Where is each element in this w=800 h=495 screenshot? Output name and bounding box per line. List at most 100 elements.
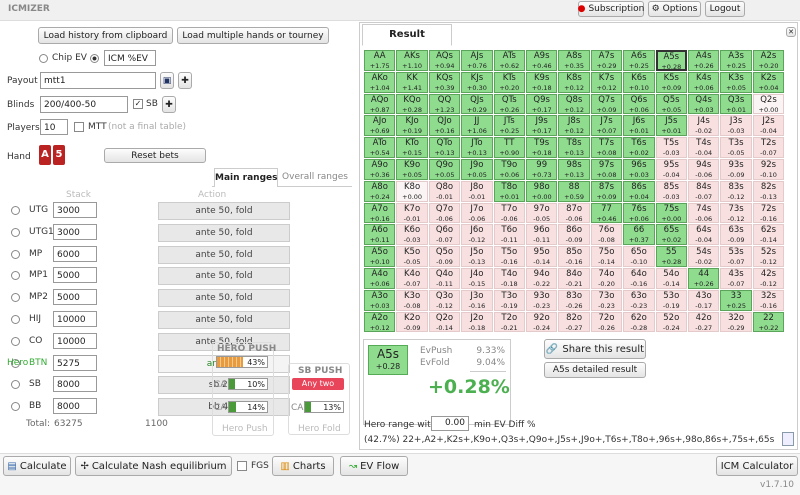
- hand-cell[interactable]: 42s -0.12: [752, 268, 785, 289]
- nash-button[interactable]: ✢ Calculate Nash equilibrium: [75, 456, 232, 476]
- hand-cell[interactable]: KTs +0.20: [493, 71, 525, 93]
- hand-cell[interactable]: 55 +0.28: [655, 246, 687, 267]
- hand-cell[interactable]: Q8o -0.01: [428, 180, 461, 202]
- hand-cell[interactable]: Q7s +0.09: [590, 93, 623, 115]
- hand-cell[interactable]: K7s +0.12: [590, 71, 623, 93]
- hand-cell[interactable]: T6o -0.11: [493, 224, 525, 246]
- hand-cell[interactable]: Q2s +0.00: [752, 93, 785, 115]
- hand-cell[interactable]: K6s +0.10: [623, 71, 655, 93]
- card[interactable]: 5: [53, 145, 65, 165]
- hand-cell[interactable]: A7o +0.16: [364, 202, 396, 224]
- hand-cell[interactable]: 54s -0.02: [688, 246, 720, 267]
- hand-cell[interactable]: K3s +0.05: [720, 71, 752, 93]
- seat-radio[interactable]: [11, 227, 20, 237]
- hand-cell[interactable]: T7s +0.08: [590, 137, 623, 158]
- seat-radio[interactable]: [11, 336, 20, 346]
- hand-cell[interactable]: J3s -0.03: [720, 115, 752, 137]
- hand-cell[interactable]: 93s -0.09: [720, 159, 752, 180]
- seat-radio[interactable]: [11, 271, 20, 281]
- hand-cell[interactable]: JTs +0.25: [493, 115, 525, 137]
- hand-cell[interactable]: 62s -0.14: [752, 224, 785, 246]
- hand-cell[interactable]: 87o -0.06: [558, 202, 590, 224]
- hand-cell[interactable]: Q6o -0.07: [428, 224, 461, 246]
- hand-cell[interactable]: A2o +0.12: [364, 311, 396, 333]
- sb-checkbox[interactable]: ✓: [133, 99, 143, 109]
- hand-cell[interactable]: 76o -0.08: [590, 224, 623, 246]
- hand-cell[interactable]: A5s +0.28: [655, 50, 687, 71]
- hand-cell[interactable]: Q8s +0.12: [558, 93, 590, 115]
- action-field[interactable]: ante 50, fold: [158, 332, 290, 351]
- options-button[interactable]: ⚙ Options: [648, 1, 701, 17]
- copy-icon[interactable]: [782, 432, 794, 446]
- hand-cell[interactable]: Q4s +0.03: [688, 93, 720, 115]
- icm-select[interactable]: ICM %EV: [104, 50, 156, 66]
- hand-cell[interactable]: KQs +0.39: [428, 71, 461, 93]
- hand-cell[interactable]: Q2o -0.14: [428, 311, 461, 333]
- hand-cell[interactable]: 75s +0.00: [655, 202, 687, 224]
- payout-select[interactable]: mtt1: [40, 72, 156, 89]
- hand-cell[interactable]: 53o -0.19: [655, 289, 687, 311]
- hand-cell[interactable]: 53s -0.07: [720, 246, 752, 267]
- hand-cell[interactable]: 32s -0.16: [752, 289, 785, 311]
- hand-cell[interactable]: 64s -0.04: [688, 224, 720, 246]
- hand-cell[interactable]: A9s +0.46: [526, 50, 558, 71]
- hand-cell[interactable]: 74s -0.06: [688, 202, 720, 224]
- stack-input[interactable]: 10000: [53, 332, 97, 349]
- ev-flow-button[interactable]: ↝ EV Flow: [340, 456, 408, 476]
- hand-cell[interactable]: Q9s +0.17: [526, 93, 558, 115]
- hand-cell[interactable]: 74o -0.20: [590, 268, 623, 289]
- hand-cell[interactable]: 83o -0.26: [558, 289, 590, 311]
- hand-cell[interactable]: KJs +0.30: [461, 71, 493, 93]
- hand-cell[interactable]: A9o +0.36: [364, 159, 396, 180]
- hand-cell[interactable]: 86s +0.04: [623, 180, 655, 202]
- hand-cell[interactable]: QTs +0.26: [493, 93, 525, 115]
- hand-cell[interactable]: 73o -0.23: [590, 289, 623, 311]
- hand-cell[interactable]: Q6s +0.06: [623, 93, 655, 115]
- hand-cell[interactable]: T6s +0.02: [623, 137, 655, 158]
- hand-cell[interactable]: K6o -0.03: [396, 224, 428, 246]
- hand-cell[interactable]: Q3o -0.12: [428, 289, 461, 311]
- hand-cell[interactable]: AKs +1.10: [396, 50, 428, 71]
- hand-cell[interactable]: A6o +0.11: [364, 224, 396, 246]
- hand-cell[interactable]: J5s +0.01: [655, 115, 687, 137]
- result-tab[interactable]: Result: [362, 24, 452, 46]
- hand-cell[interactable]: 52s -0.12: [752, 246, 785, 267]
- hand-cell[interactable]: 76s +0.06: [623, 202, 655, 224]
- hand-cell[interactable]: 98s +0.13: [558, 159, 590, 180]
- hand-cell[interactable]: J6s +0.01: [623, 115, 655, 137]
- action-field[interactable]: ante 50, fold: [158, 245, 290, 264]
- load-clipboard-button[interactable]: Load history from clipboard: [38, 27, 173, 44]
- hand-cell[interactable]: A6s +0.25: [623, 50, 655, 71]
- hand-cell[interactable]: Q5o -0.09: [428, 246, 461, 267]
- hand-cell[interactable]: A2s +0.20: [752, 50, 785, 71]
- hand-cell[interactable]: 82o -0.27: [558, 311, 590, 333]
- hand-cell[interactable]: TT +0.90: [493, 137, 525, 158]
- card[interactable]: A: [39, 145, 51, 165]
- hand-cell[interactable]: A7s +0.29: [590, 50, 623, 71]
- calculate-button[interactable]: ▤ Calculate: [3, 456, 71, 476]
- hand-cell[interactable]: ATo +0.54: [364, 137, 396, 158]
- hand-cell[interactable]: 85s -0.03: [655, 180, 687, 202]
- hand-cell[interactable]: QTo +0.13: [428, 137, 461, 158]
- add-blind-button[interactable]: ✚: [162, 96, 176, 113]
- hand-cell[interactable]: K8s +0.12: [558, 71, 590, 93]
- hand-cell[interactable]: K9o +0.05: [396, 159, 428, 180]
- hand-cell[interactable]: 94s -0.06: [688, 159, 720, 180]
- hand-cell[interactable]: 92s -0.10: [752, 159, 785, 180]
- main-ranges-tab[interactable]: Main ranges: [214, 168, 278, 187]
- hand-cell[interactable]: K8o +0.00: [396, 180, 428, 202]
- action-field[interactable]: ante 50, fold: [158, 289, 290, 308]
- hand-cell[interactable]: KQo +0.28: [396, 93, 428, 115]
- hand-cell[interactable]: K2o -0.09: [396, 311, 428, 333]
- hand-cell[interactable]: AQs +0.94: [428, 50, 461, 71]
- hand-cell[interactable]: 86o -0.09: [558, 224, 590, 246]
- hand-cell[interactable]: 43o -0.17: [688, 289, 720, 311]
- share-button[interactable]: 🔗 Share this result: [544, 339, 646, 359]
- hand-cell[interactable]: 98o +0.00: [526, 180, 558, 202]
- hand-cell[interactable]: AJo +0.69: [364, 115, 396, 137]
- hand-cell[interactable]: K4o -0.07: [396, 268, 428, 289]
- hand-cell[interactable]: 63o -0.23: [623, 289, 655, 311]
- close-button[interactable]: ✕: [786, 27, 796, 37]
- hand-cell[interactable]: 52o -0.24: [655, 311, 687, 333]
- seat-radio[interactable]: [11, 249, 20, 259]
